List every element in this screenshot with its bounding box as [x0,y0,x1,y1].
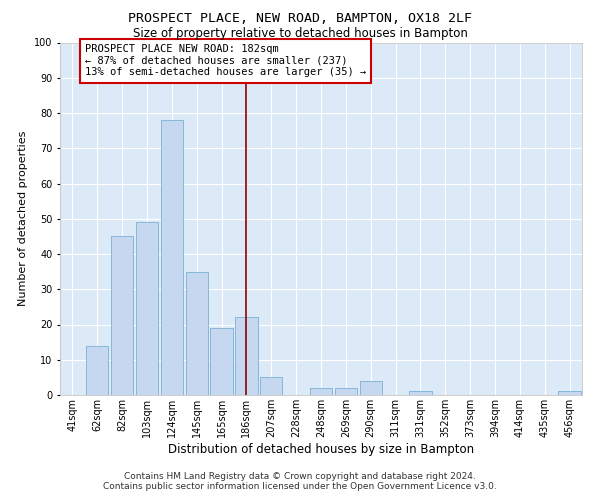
X-axis label: Distribution of detached houses by size in Bampton: Distribution of detached houses by size … [168,442,474,456]
Bar [359,381,382,395]
Bar [260,378,283,395]
Bar [335,388,357,395]
Text: PROSPECT PLACE NEW ROAD: 182sqm
← 87% of detached houses are smaller (237)
13% o: PROSPECT PLACE NEW ROAD: 182sqm ← 87% of… [85,44,366,78]
Text: Size of property relative to detached houses in Bampton: Size of property relative to detached ho… [133,28,467,40]
Bar [86,346,109,395]
Text: Contains HM Land Registry data © Crown copyright and database right 2024.: Contains HM Land Registry data © Crown c… [124,472,476,481]
Bar [235,318,257,395]
Bar [211,328,233,395]
Y-axis label: Number of detached properties: Number of detached properties [19,131,28,306]
Bar [136,222,158,395]
Bar [185,272,208,395]
Bar [559,392,581,395]
Bar [409,392,431,395]
Text: PROSPECT PLACE, NEW ROAD, BAMPTON, OX18 2LF: PROSPECT PLACE, NEW ROAD, BAMPTON, OX18 … [128,12,472,26]
Text: Contains public sector information licensed under the Open Government Licence v3: Contains public sector information licen… [103,482,497,491]
Bar [161,120,183,395]
Bar [310,388,332,395]
Bar [111,236,133,395]
